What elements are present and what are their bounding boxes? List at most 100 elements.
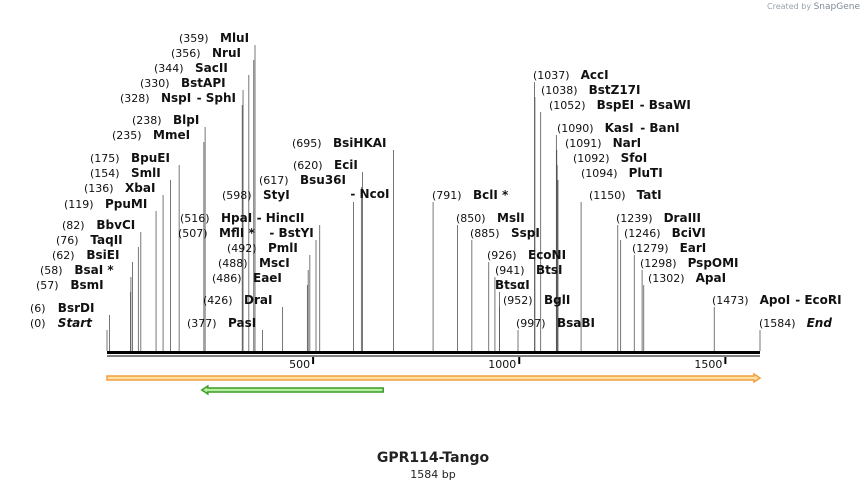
site-position: (941)	[495, 264, 525, 277]
site-position: (617)	[259, 174, 289, 187]
restriction-map: (0) Start (6) BsrDI (57) BsmI (58) BsaI *(62) Bs…	[30, 31, 842, 396]
site-position: (1298)	[640, 257, 677, 270]
site-name[interactable]: BsmI	[70, 278, 103, 292]
site-name[interactable]: SspI	[511, 226, 540, 240]
site-name[interactable]: BciVI	[672, 226, 706, 240]
site-name[interactable]: MslI	[497, 211, 525, 225]
site-position: (1239)	[616, 212, 653, 225]
site-position: (1052)	[549, 99, 586, 112]
site-name[interactable]: SfoI	[621, 151, 648, 165]
site-position: (426)	[203, 294, 233, 307]
plasmid-name: GPR114-Tango	[376, 450, 490, 466]
axis-tick-label: 500	[289, 358, 310, 371]
site-name[interactable]: PasI	[228, 316, 256, 330]
site-name[interactable]: MflI *	[219, 226, 255, 240]
site-name[interactable]: MscI	[259, 256, 290, 270]
site-name[interactable]: StyI	[263, 188, 290, 202]
site-name[interactable]: BstAPI	[181, 76, 226, 90]
site-name[interactable]: BglI	[544, 293, 570, 307]
site-position: (238)	[132, 114, 162, 127]
site-name[interactable]: BclI *	[473, 188, 509, 202]
site-name-isoschizomer[interactable]: - BanI	[640, 121, 679, 135]
site-position: (1279)	[632, 242, 669, 255]
site-name[interactable]: BspEI	[597, 98, 635, 112]
site-position: (344)	[154, 62, 184, 75]
snapgene-credit: Created by SnapGene	[767, 2, 860, 12]
axis-tick-label: 1000	[488, 358, 516, 371]
site-position: (328)	[120, 92, 150, 105]
site-name[interactable]: DraI	[244, 293, 272, 307]
site-name[interactable]: PpuMI	[105, 197, 147, 211]
site-position: (926)	[487, 249, 517, 262]
site-name[interactable]: SacII	[195, 61, 228, 75]
site-name[interactable]: BsaBI	[557, 316, 595, 330]
site-name-isoschizomer[interactable]: - BstYI	[269, 226, 313, 240]
site-name[interactable]: BsiHKAI	[333, 136, 387, 150]
site-name[interactable]: DraIII	[664, 211, 701, 225]
site-name[interactable]: EciI	[334, 158, 358, 172]
site-name[interactable]: BtsI	[536, 263, 563, 277]
site-position: (1302)	[648, 272, 685, 285]
site-name-isoschizomer[interactable]: - NcoI	[350, 187, 389, 201]
site-name-isoschizomer[interactable]: - BsaWI	[640, 98, 691, 112]
site-name[interactable]: NspI	[161, 91, 191, 105]
site-name[interactable]: MluI	[220, 31, 249, 45]
feature-reverse-orf[interactable]	[200, 384, 384, 396]
site-name[interactable]: SmlI	[131, 166, 161, 180]
site-position: (507)	[178, 227, 208, 240]
site-name[interactable]: Bsu36I	[300, 173, 346, 187]
site-name[interactable]: End	[807, 316, 833, 330]
site-position: (82)	[62, 219, 85, 232]
site-name[interactable]: NarI	[613, 136, 642, 150]
feature-track	[106, 372, 762, 396]
site-position: (598)	[222, 189, 252, 202]
site-position: (1094)	[581, 167, 618, 180]
site-name[interactable]: PluTI	[629, 166, 663, 180]
site-position: (119)	[64, 198, 94, 211]
site-name[interactable]: BtsαI	[495, 278, 530, 292]
site-name[interactable]: BpuEI	[131, 151, 170, 165]
site-position: (356)	[171, 47, 201, 60]
site-name[interactable]: PspOMI	[688, 256, 739, 270]
site-name[interactable]: XbaI	[125, 181, 155, 195]
site-position: (1037)	[533, 69, 570, 82]
site-name[interactable]: EaeI	[253, 271, 282, 285]
site-name[interactable]: ApaI	[696, 271, 726, 285]
site-name[interactable]: KasI	[605, 121, 634, 135]
site-name[interactable]: BsaI *	[74, 263, 114, 277]
site-name-isoschizomer[interactable]: - HincII	[257, 211, 305, 225]
site-position: (695)	[292, 137, 322, 150]
site-position: (62)	[52, 249, 75, 262]
site-name[interactable]: BlpI	[173, 113, 199, 127]
site-position: (952)	[503, 294, 533, 307]
backbone-bottom-strand	[107, 355, 760, 357]
site-name[interactable]: MmeI	[153, 128, 190, 142]
site-name[interactable]: HpaI	[221, 211, 252, 225]
site-labels: (0) Start (6) BsrDI (57) BsmI (58) BsaI *(62) Bs…	[30, 31, 842, 330]
site-lines	[106, 45, 761, 351]
snapgene-logo: SnapGene	[813, 2, 860, 12]
site-name[interactable]: EarI	[680, 241, 707, 255]
site-name[interactable]: PmlI	[268, 241, 298, 255]
site-position: (76)	[56, 234, 79, 247]
backbone-top-strand	[107, 351, 760, 354]
site-name[interactable]: EcoNI	[528, 248, 566, 262]
site-name-isoschizomer[interactable]: - EcoRI	[795, 293, 841, 307]
site-name[interactable]: NruI	[212, 46, 241, 60]
site-name[interactable]: BbvCI	[96, 218, 135, 232]
site-name[interactable]: Start	[58, 316, 93, 330]
site-position: (1091)	[565, 137, 602, 150]
site-name[interactable]: ApoI	[760, 293, 791, 307]
site-name[interactable]: TaqII	[90, 233, 122, 247]
site-position: (516)	[180, 212, 210, 225]
site-name[interactable]: BsrDI	[58, 301, 95, 315]
site-position: (235)	[112, 129, 142, 142]
site-name-isoschizomer[interactable]: - SphI	[197, 91, 236, 105]
site-name[interactable]: BstZ17I	[589, 83, 641, 97]
site-position: (1090)	[557, 122, 594, 135]
site-name[interactable]: TatI	[637, 188, 662, 202]
site-name[interactable]: AccI	[581, 68, 609, 82]
site-name[interactable]: BsiEI	[86, 248, 119, 262]
site-position: (58)	[40, 264, 63, 277]
feature-main-orf[interactable]	[106, 372, 762, 384]
